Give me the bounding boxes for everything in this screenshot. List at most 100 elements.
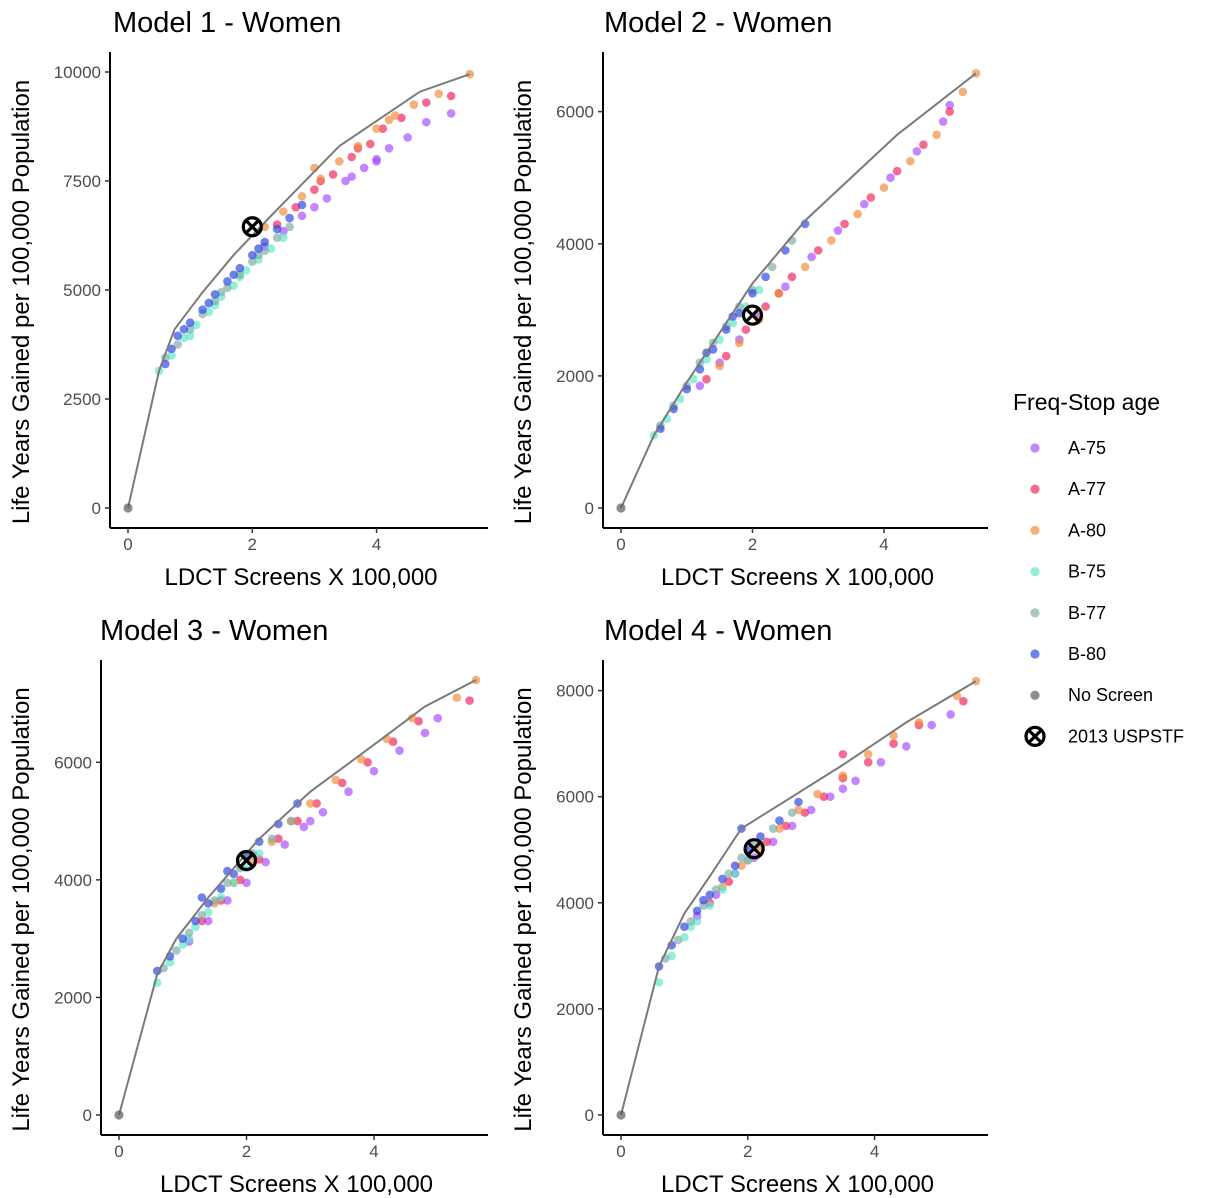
data-point: [344, 787, 353, 796]
y-tick-label: 6000: [54, 753, 92, 772]
data-point: [247, 250, 257, 260]
data-point: [446, 109, 456, 118]
y-tick-label: 2000: [54, 988, 92, 1007]
data-point: [191, 922, 200, 932]
data-point: [932, 130, 941, 140]
y-tick-label: 0: [83, 1106, 92, 1125]
data-point: [813, 789, 822, 799]
data-point: [741, 325, 751, 334]
data-point: [254, 244, 263, 253]
data-point: [838, 749, 848, 759]
data-point: [191, 916, 200, 926]
data-point: [165, 957, 175, 967]
data-point: [728, 312, 738, 321]
data-point: [372, 157, 381, 166]
uspstf-point: [741, 304, 764, 326]
data-point: [735, 308, 744, 318]
data-point: [260, 237, 270, 247]
data-point: [692, 906, 702, 916]
data-point: [372, 124, 381, 133]
data-point: [235, 270, 245, 280]
legend-label: 2013 USPSTF: [1068, 726, 1184, 746]
y-tick-label: 8000: [556, 682, 594, 701]
x-axis-label: LDCT Screens X 100,000: [164, 564, 437, 591]
data-point: [971, 676, 981, 686]
efficient-frontier-line: [118, 679, 477, 1116]
legend-key: [1030, 567, 1040, 577]
legend-key: [1030, 690, 1040, 700]
data-point: [718, 874, 727, 884]
data-point: [958, 87, 968, 97]
uspstf-point: [743, 838, 765, 860]
data-point: [730, 861, 740, 870]
series-b-77: [661, 808, 797, 963]
data-point: [434, 89, 444, 99]
uspstf-point: [241, 216, 263, 238]
series-b-77: [160, 222, 294, 362]
y-axis-label: Life Years Gained per 100,000 Population: [510, 687, 537, 1131]
data-point: [673, 935, 683, 945]
data-point: [390, 111, 400, 120]
data-point: [768, 837, 778, 847]
data-point: [185, 318, 195, 328]
legend-item-a-75: A-75: [1030, 438, 1106, 458]
data-point: [892, 166, 902, 176]
data-point: [775, 824, 784, 833]
data-point: [735, 338, 744, 348]
data-point: [197, 916, 207, 926]
data-point: [807, 252, 816, 262]
y-tick-label: 4000: [54, 871, 92, 890]
data-point: [754, 285, 764, 295]
data-point: [813, 246, 823, 255]
data-point: [761, 302, 770, 311]
y-tick-label: 4000: [556, 894, 594, 913]
data-point: [853, 209, 862, 219]
data-point: [299, 822, 309, 832]
legend-label: B-75: [1068, 562, 1106, 582]
x-axis-label: LDCT Screens X 100,000: [661, 1171, 934, 1198]
data-point: [876, 757, 886, 767]
y-tick-label: 6000: [556, 103, 594, 122]
series-b-77: [159, 816, 296, 973]
data-point: [735, 302, 744, 311]
data-point: [328, 170, 338, 179]
data-point: [293, 816, 302, 826]
y-tick-label: 2000: [556, 367, 594, 386]
data-point: [761, 272, 770, 282]
uspstf-point: [235, 849, 258, 872]
x-tick-label: 0: [114, 1142, 123, 1161]
legend-key: [1030, 443, 1040, 453]
data-point: [172, 946, 181, 955]
x-tick-label: 2: [748, 535, 757, 554]
data-point: [827, 236, 836, 245]
data-point: [223, 878, 232, 888]
data-point: [886, 173, 895, 182]
data-point: [901, 742, 911, 751]
x-axis-label: LDCT Screens X 100,000: [661, 564, 934, 591]
data-point: [787, 272, 797, 282]
data-point: [378, 124, 388, 133]
data-point: [756, 832, 765, 841]
data-point: [768, 824, 778, 833]
x-tick-label: 4: [870, 1142, 879, 1161]
data-point: [185, 324, 195, 334]
data-point: [285, 213, 294, 223]
legend-label: A-77: [1068, 479, 1106, 499]
data-point: [762, 837, 772, 847]
data-point: [279, 233, 288, 242]
chart-title: Model 2 - Women: [604, 7, 832, 39]
x-axis-label: LDCT Screens X 100,000: [160, 1171, 433, 1198]
chart-panel-2: Model 2 - Women 0 2 4 0 2000 4000 6000 LDCT Scre…: [510, 7, 988, 591]
data-point: [223, 276, 232, 286]
data-point: [452, 693, 462, 702]
y-tick-label: 6000: [556, 788, 594, 807]
data-point: [347, 152, 357, 162]
legend-item-b-80: B-80: [1030, 644, 1106, 664]
series-b-75: [154, 233, 288, 375]
y-tick-label: 0: [585, 499, 594, 518]
data-point: [959, 696, 968, 706]
data-point: [229, 270, 238, 280]
data-point: [737, 853, 746, 863]
data-point: [384, 144, 394, 153]
x-tick-label: 4: [879, 535, 888, 554]
